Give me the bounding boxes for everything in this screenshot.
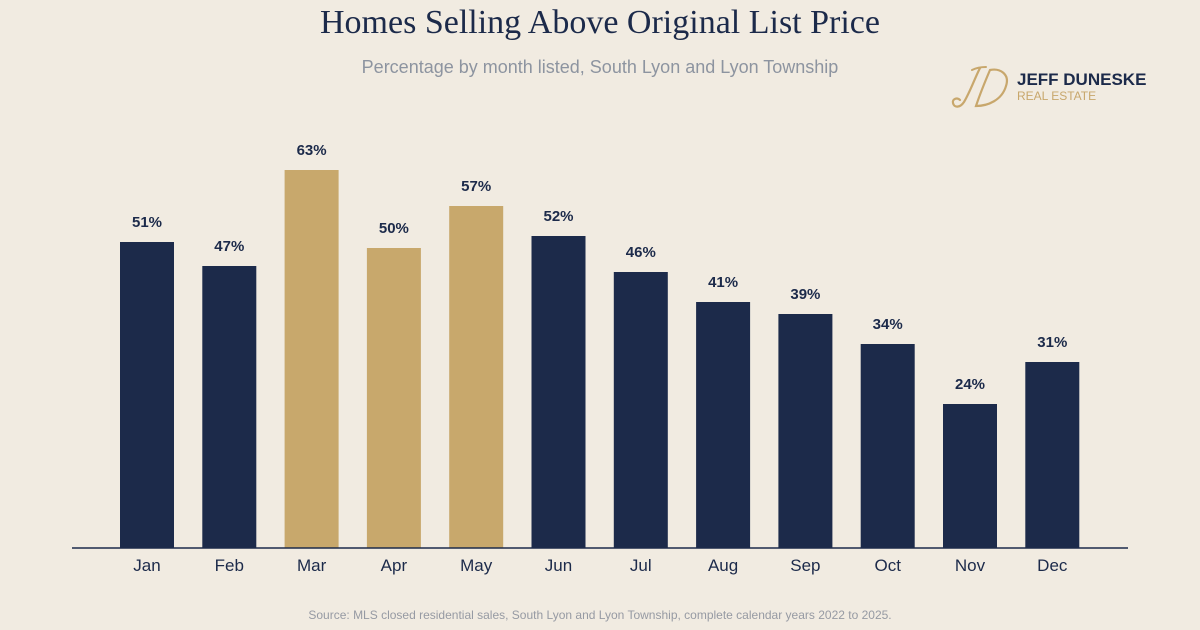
bar-apr	[366, 248, 421, 548]
x-tick-label-nov: Nov	[955, 556, 986, 575]
bar-jan	[120, 242, 174, 548]
chart-title: Homes Selling Above Original List Price	[320, 4, 880, 41]
data-label-jun: 52%	[543, 208, 573, 225]
x-tick-label-may: May	[460, 556, 493, 575]
x-tick-label-mar: Mar	[297, 556, 327, 575]
data-label-jul: 46%	[626, 244, 656, 261]
bar-jul	[613, 272, 668, 548]
bar-jun	[531, 236, 586, 548]
x-tick-label-apr: Apr	[381, 556, 408, 575]
x-tick-label-jul: Jul	[630, 556, 652, 575]
bar-may	[449, 206, 504, 548]
brand-logo: JEFF DUNESKE REAL ESTATE	[950, 62, 1160, 114]
x-tick-label-jun: Jun	[545, 556, 572, 575]
x-tick-label-aug: Aug	[708, 556, 738, 575]
data-label-may: 57%	[461, 178, 491, 195]
data-label-sep: 39%	[790, 286, 820, 303]
x-tick-label-dec: Dec	[1037, 556, 1068, 575]
logo-tagline: REAL ESTATE	[1017, 89, 1097, 103]
bar-sep	[778, 314, 833, 548]
data-label-oct: 34%	[873, 316, 903, 333]
bar-feb	[202, 266, 257, 548]
data-label-dec: 31%	[1037, 334, 1067, 351]
x-tick-label-feb: Feb	[215, 556, 244, 575]
logo-name: JEFF DUNESKE	[1017, 70, 1147, 89]
data-label-aug: 41%	[708, 274, 738, 291]
bar-aug	[696, 302, 751, 548]
data-label-nov: 24%	[955, 376, 985, 393]
bar-nov	[943, 404, 997, 548]
chart-subtitle: Percentage by month listed, South Lyon a…	[361, 57, 839, 77]
x-tick-label-sep: Sep	[790, 556, 820, 575]
jd-monogram-icon	[951, 66, 1008, 108]
x-tick-label-jan: Jan	[133, 556, 160, 575]
data-label-apr: 50%	[379, 220, 409, 237]
bar-dec	[1025, 362, 1080, 548]
bar-mar	[284, 170, 339, 548]
x-tick-label-oct: Oct	[874, 556, 901, 575]
data-label-feb: 47%	[214, 238, 244, 255]
data-label-jan: 51%	[132, 214, 162, 231]
source-note: Source: MLS closed residential sales, So…	[308, 608, 892, 622]
bar-oct	[860, 344, 915, 548]
data-label-mar: 63%	[297, 142, 327, 159]
